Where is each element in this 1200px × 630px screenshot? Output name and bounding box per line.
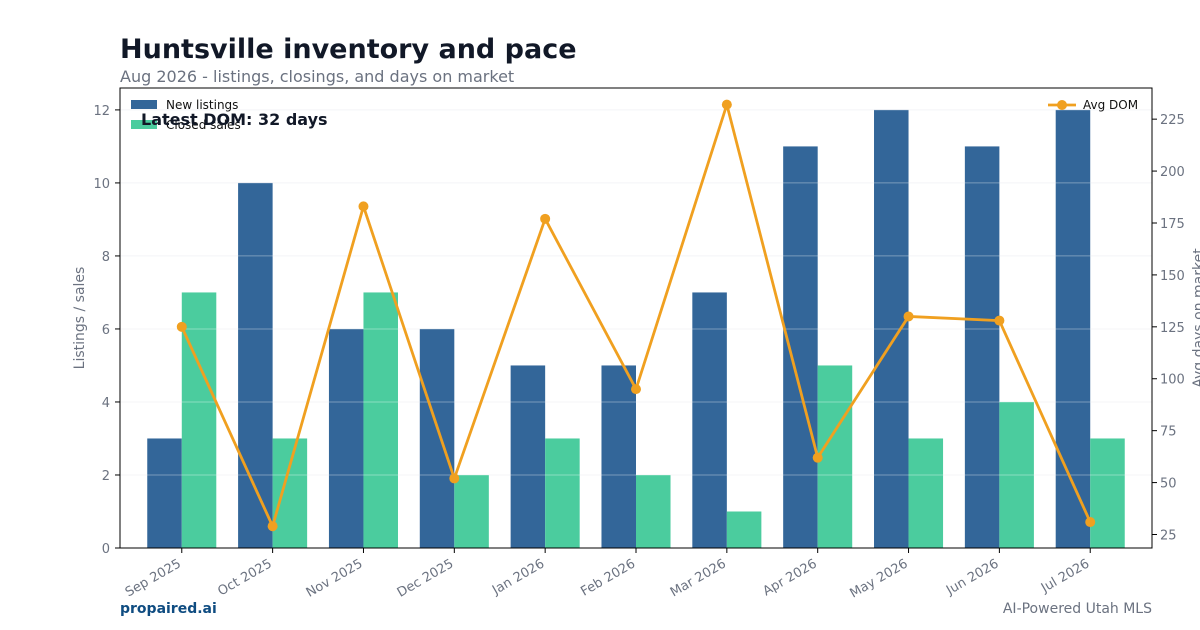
- avg-dom-point-6: [721, 99, 732, 110]
- left-tick-label-1: 2: [102, 469, 110, 484]
- legend-label-avg-dom: Avg DOM: [1083, 98, 1138, 112]
- avg-dom-point-1: [267, 521, 278, 532]
- avg-dom-point-4: [540, 213, 551, 224]
- right-tick-label-2: 75: [1160, 425, 1177, 440]
- left-tick-label-5: 10: [93, 177, 110, 192]
- avg-dom-point-2: [358, 201, 369, 212]
- bar-closed-sales-6: [726, 511, 762, 548]
- bar-new-listings-10: [1055, 109, 1091, 549]
- bar-closed-sales-10: [1090, 438, 1125, 548]
- bar-closed-sales-2: [363, 292, 398, 548]
- chart-title: Huntsville inventory and pace: [120, 34, 577, 65]
- x-tick-label-5: Feb 2026: [578, 556, 638, 599]
- avg-dom-point-3: [449, 473, 460, 484]
- bar-closed-sales-7: [817, 365, 853, 548]
- legend-swatch-new-listings: [131, 100, 157, 109]
- legend-label-new-listings: New listings: [166, 98, 238, 112]
- bar-closed-sales-3: [454, 474, 489, 548]
- bar-new-listings-0: [147, 438, 182, 548]
- avg-dom-point-8: [903, 311, 914, 322]
- right-tick-label-1: 50: [1160, 477, 1177, 492]
- avg-dom-point-7: [812, 452, 823, 463]
- left-tick-label-4: 8: [102, 250, 110, 265]
- x-tick-label-8: May 2026: [848, 556, 911, 601]
- x-tick-label-2: Nov 2025: [304, 556, 366, 600]
- bar-closed-sales-9: [999, 401, 1034, 548]
- right-tick-label-4: 125: [1160, 321, 1185, 336]
- legend-swatch-closed-sales: [131, 120, 157, 129]
- right-tick-label-8: 225: [1160, 113, 1185, 128]
- avg-dom-point-10: [1085, 517, 1096, 528]
- bar-new-listings-6: [692, 292, 727, 548]
- avg-dom-point-9: [994, 315, 1005, 326]
- bar-closed-sales-0: [181, 292, 217, 548]
- y-axis-label: Listings / sales: [72, 267, 88, 370]
- left-tick-label-2: 4: [102, 396, 110, 411]
- bar-new-listings-4: [510, 365, 546, 548]
- y-axis-right-label: Avg days on market: [1191, 248, 1200, 388]
- right-tick-label-5: 150: [1160, 269, 1185, 284]
- bar-new-listings-2: [328, 328, 364, 548]
- left-tick-label-3: 6: [102, 323, 110, 338]
- bar-new-listings-5: [601, 365, 636, 548]
- x-tick-label-1: Oct 2025: [215, 556, 274, 599]
- x-tick-label-10: Jul 2026: [1038, 556, 1092, 596]
- x-tick-label-0: Sep 2025: [123, 556, 184, 600]
- x-tick-label-9: Jun 2026: [943, 556, 1001, 598]
- right-tick-label-6: 175: [1160, 217, 1185, 232]
- legend-label-closed-sales: Closed sales: [166, 118, 241, 132]
- avg-dom-point-5: [631, 384, 641, 395]
- x-tick-label-6: Mar 2026: [668, 556, 729, 600]
- chart-subtitle: Aug 2026 - listings, closings, and days …: [120, 67, 515, 86]
- x-tick-label-7: Apr 2026: [760, 556, 819, 599]
- left-tick-label-0: 0: [102, 542, 110, 557]
- bar-new-listings-9: [964, 146, 1000, 548]
- legend-marker-avg-dom: [1057, 100, 1067, 110]
- bar-new-listings-8: [874, 109, 909, 549]
- left-tick-label-6: 12: [93, 104, 110, 119]
- bar-new-listings-1: [238, 182, 273, 548]
- latest-dom-annotation: Latest DOM: 32 days: [141, 110, 328, 129]
- bar-closed-sales-4: [545, 438, 580, 548]
- right-tick-label-3: 100: [1160, 373, 1185, 388]
- x-tick-label-3: Dec 2025: [395, 556, 457, 600]
- bar-closed-sales-8: [908, 438, 944, 548]
- brand-label: propaired.ai: [120, 601, 217, 617]
- bar-closed-sales-1: [272, 438, 308, 548]
- x-tick-label-4: Jan 2026: [489, 556, 547, 598]
- avg-dom-point-0: [176, 321, 187, 332]
- right-tick-label-7: 200: [1160, 165, 1185, 180]
- right-tick-label-0: 25: [1160, 529, 1177, 544]
- source-label: AI-Powered Utah MLS: [1002, 601, 1152, 617]
- bar-closed-sales-5: [636, 474, 671, 548]
- bar-new-listings-3: [419, 328, 455, 548]
